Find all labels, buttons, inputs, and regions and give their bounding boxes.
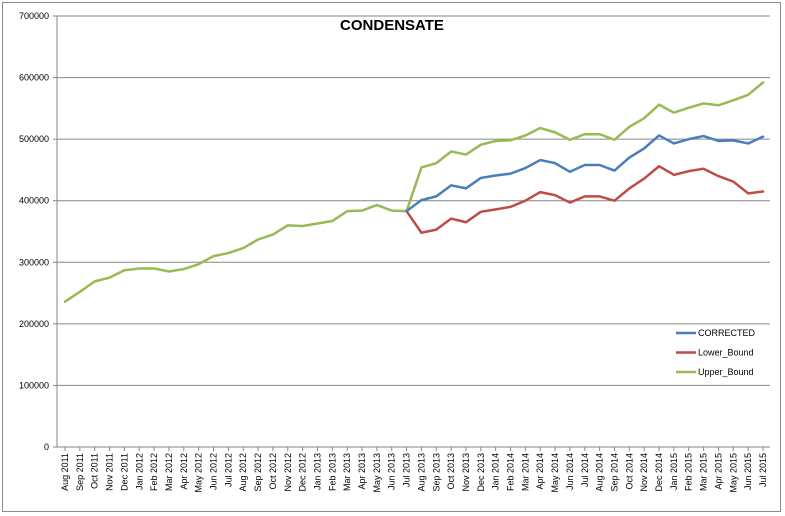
x-tick-label: Sep 2014: [609, 453, 619, 492]
x-tick-label: Apr 2012: [179, 453, 189, 490]
x-tick-label: Sep 2013: [431, 453, 441, 492]
x-tick-label: Mar 2014: [520, 453, 530, 491]
x-tick-labels: Aug 2011 Sep 2011 Oct 2011 Nov 2011 Dec 2011…: [60, 453, 768, 493]
x-tick-label: Jun 2014: [565, 453, 575, 490]
x-tick-label: Jan 2015: [669, 453, 679, 490]
x-tick-label: Jul 2014: [580, 453, 590, 487]
x-tick-label: May 2014: [550, 453, 560, 493]
y-tick-label: 200000: [19, 319, 49, 329]
x-tick-label: Aug 2014: [595, 453, 605, 492]
x-tick-label: Aug 2013: [416, 453, 426, 492]
x-tick-label: Apr 2013: [357, 453, 367, 490]
y-tick-label: 100000: [19, 380, 49, 390]
x-tick-label: May 2013: [372, 453, 382, 493]
chart-title: CONDENSATE: [340, 17, 444, 34]
series-line-lower-bound: [405, 164, 765, 234]
x-tick-label: Oct 2014: [624, 453, 634, 490]
x-tick-label: Oct 2011: [90, 453, 100, 489]
x-tick-label: Mar 2015: [699, 453, 709, 491]
series-line-upper-bound: [63, 81, 765, 303]
x-tick-label: Dec 2011: [119, 453, 129, 491]
x-tick-label: Aug 2012: [238, 453, 248, 492]
y-tick-label: 300000: [19, 257, 49, 267]
x-tick-label: Jan 2014: [491, 453, 501, 490]
x-tick-label: Jun 2012: [209, 453, 219, 490]
x-tick-label: Dec 2014: [654, 453, 664, 492]
x-tick-label: Mar 2012: [164, 453, 174, 491]
x-tick-label: Dec 2012: [298, 453, 308, 492]
x-tick-label: Feb 2012: [149, 453, 159, 491]
legend-label: CORRECTED: [698, 328, 756, 338]
legend: CORRECTED Lower_Bound Upper_Bound: [676, 328, 756, 377]
x-tick-label: Nov 2013: [461, 453, 471, 492]
x-tick-label: Dec 2013: [476, 453, 486, 492]
x-tick-label: Jan 2012: [134, 453, 144, 490]
x-tick-label: Jan 2013: [312, 453, 322, 490]
x-tick-label: Sep 2012: [253, 453, 263, 492]
y-tick-label: 700000: [19, 11, 49, 21]
legend-label: Upper_Bound: [698, 367, 754, 377]
x-tick-label: May 2015: [728, 453, 738, 493]
y-tick-label: 500000: [19, 134, 49, 144]
y-tick-label: 600000: [19, 73, 49, 83]
x-tick-label: Mar 2013: [342, 453, 352, 491]
x-tick-label: Oct 2012: [268, 453, 278, 490]
legend-label: Lower_Bound: [698, 348, 754, 358]
x-tick-label: Jun 2013: [387, 453, 397, 490]
x-tick-label: Oct 2013: [446, 453, 456, 490]
x-tick-label: Jul 2012: [223, 453, 233, 487]
y-tick-labels: 0 100000 200000 300000 400000 500000 600000 700…: [19, 11, 49, 452]
x-tick-label: May 2012: [194, 453, 204, 493]
x-tick-label: Nov 2012: [283, 453, 293, 492]
x-tick-label: Jun 2015: [743, 453, 753, 490]
gridlines: [57, 15, 770, 386]
y-tick-label: 0: [44, 442, 49, 452]
x-tick-label: Jul 2013: [402, 453, 412, 487]
x-tick-label: Apr 2015: [713, 453, 723, 490]
x-tick-label: Aug 2011: [60, 453, 70, 491]
x-tick-label: Sep 2011: [75, 453, 85, 491]
x-tick-label: Feb 2013: [327, 453, 337, 491]
x-tick-label: Nov 2011: [105, 453, 115, 491]
y-tick-label: 400000: [19, 196, 49, 206]
x-tick-label: Feb 2014: [506, 453, 516, 491]
series-line-corrected: [405, 134, 765, 213]
x-tick-label: Apr 2014: [535, 453, 545, 490]
x-tick-label: Nov 2014: [639, 453, 649, 492]
series-lines: [63, 81, 765, 303]
x-tick-label: Feb 2015: [684, 453, 694, 491]
axes: [53, 15, 770, 451]
x-tick-label: Jul 2015: [758, 453, 768, 487]
